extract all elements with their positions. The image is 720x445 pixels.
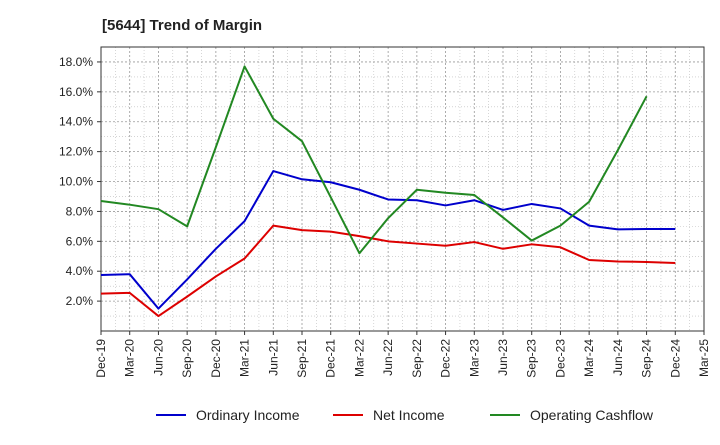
x-tick-label: Sep-22	[410, 339, 424, 378]
x-tick-label: Dec-22	[439, 339, 453, 378]
chart-title: [5644] Trend of Margin	[102, 17, 262, 34]
axes: 2.0% 4.0% 6.0% 8.0% 10.0% 12.0% 14.0% 16.0% 18.0…	[59, 46, 711, 378]
grid	[100, 47, 705, 331]
y-tick-label: 16.0%	[59, 85, 93, 99]
legend-label-operating-cashflow: Operating Cashflow	[530, 407, 654, 423]
x-tick-label: Sep-24	[640, 339, 654, 378]
y-tick-label: 10.0%	[59, 175, 93, 189]
x-tick-label: Dec-20	[209, 339, 223, 378]
series-line-operating-cashflow	[100, 65, 648, 255]
x-tick-label: Dec-19	[94, 339, 108, 378]
x-tick-label: Jun-22	[381, 339, 395, 376]
x-tick-label: Jun-20	[151, 339, 165, 376]
y-tick-label: 2.0%	[66, 294, 94, 308]
series-line-ordinary-income	[100, 170, 676, 310]
x-tick-label: Mar-20	[123, 339, 137, 377]
x-tick-label: Mar-24	[582, 339, 596, 377]
legend-label-net-income: Net Income	[373, 407, 445, 423]
x-tick-label: Mar-22	[352, 339, 366, 377]
y-tick-label: 18.0%	[59, 55, 93, 69]
series-layer	[100, 65, 676, 318]
x-tick-label: Mar-21	[238, 339, 252, 377]
y-tick-label: 12.0%	[59, 145, 93, 159]
legend-label-ordinary-income: Ordinary Income	[196, 407, 300, 423]
legend: Ordinary Income Net Income Operating Cashf…	[156, 407, 654, 423]
x-tick-label: Jun-24	[611, 339, 625, 376]
x-tick-label: Jun-23	[496, 339, 510, 376]
y-tick-label: 14.0%	[59, 115, 93, 129]
x-tick-label: Dec-21	[324, 339, 338, 378]
x-tick-label: Jun-21	[266, 339, 280, 376]
x-tick-label: Dec-23	[553, 339, 567, 378]
x-tick-label: Sep-21	[295, 339, 309, 378]
y-tick-label: 6.0%	[66, 234, 94, 248]
series-line-net-income	[100, 224, 676, 318]
x-tick-label: Sep-23	[525, 339, 539, 378]
x-tick-label: Mar-23	[467, 339, 481, 377]
y-tick-label: 4.0%	[66, 264, 94, 278]
y-tick-label: 8.0%	[66, 204, 94, 218]
x-tick-label: Mar-25	[697, 339, 711, 377]
x-tick-label: Sep-20	[180, 339, 194, 378]
plot-frame	[100, 46, 705, 332]
x-tick-label: Dec-24	[668, 339, 682, 378]
